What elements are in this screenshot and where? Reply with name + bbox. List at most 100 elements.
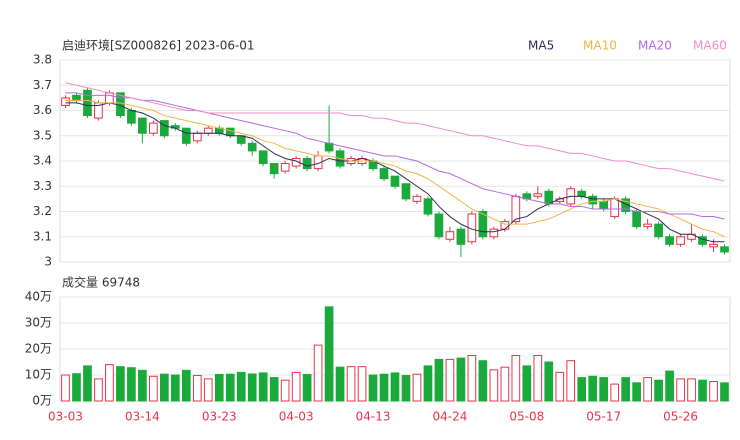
volume-bar [544,361,554,402]
y-tick-label: 20万 [25,342,52,356]
y-tick-label: 3.1 [33,229,52,243]
volume-bar [324,306,334,402]
volume-bar [214,373,224,402]
candle-body [192,132,202,142]
volume-bar [555,371,565,402]
candle-body [577,190,587,197]
candle-body [390,175,400,187]
y-tick-label: 3.8 [33,53,52,67]
candle-body [511,195,521,223]
candle-body [138,117,147,134]
volume-bar [346,366,356,402]
volume-bar [610,383,620,402]
volume-title: 成交量 69748 [62,275,140,290]
volume-bar [236,371,246,402]
volume-bar [247,373,257,402]
volume-bar [643,377,652,402]
candle-body [258,150,268,165]
volume-bar [445,358,455,402]
volume-bar [302,373,312,402]
y-tick-label: 3.3 [33,179,52,193]
volume-bar [687,378,696,402]
volume-bar [181,369,191,402]
candle-body [478,211,488,238]
volume-bar [149,375,158,402]
y-tick-label: 3 [44,255,52,269]
volume-bar [698,379,707,402]
ma-line [65,92,725,220]
volume-bar [533,355,543,402]
candle-body [401,183,411,200]
legend-label: MA10 [583,39,617,53]
volume-bar [170,374,180,402]
y-tick-label: 0万 [32,394,52,408]
ma-line [65,99,725,238]
volume-bar [258,372,268,402]
candle-body [720,246,729,253]
volume-bar [467,355,477,402]
candle-body [83,89,92,117]
candle-body [72,94,81,101]
y-tick-label: 3.2 [33,204,52,218]
candle-body [379,168,389,180]
y-tick-label: 3.7 [33,78,52,92]
ma-line [65,82,725,182]
volume-bar [489,369,499,402]
candle-body [588,195,598,205]
volume-bar [61,374,70,402]
legend-label: MA60 [693,39,727,53]
volume-bar [423,365,433,402]
volume-bar [500,366,510,402]
candle-body [489,228,499,238]
volume-bar [203,378,213,402]
x-tick-label: 05-26 [663,410,698,424]
x-tick-label: 04-03 [279,410,314,424]
volume-bar [665,370,674,402]
volume-bar [522,365,532,402]
volume-bar [225,373,235,402]
candle-body [544,190,554,205]
candle-body [302,157,312,170]
y-tick-label: 3.6 [33,103,52,117]
volume-bar [478,360,488,402]
y-tick-label: 30万 [25,316,52,330]
candle-body [247,142,257,152]
candle-body [160,120,169,137]
volume-bar [401,375,411,402]
candle-body [676,236,685,245]
volume-bar [577,377,587,402]
volume-bar [269,377,279,402]
candle-body [324,142,334,152]
volume-bar [116,366,125,402]
candle-body [709,243,718,248]
x-tick-label: 05-08 [509,410,544,424]
volume-bar [313,344,323,402]
x-tick-label: 03-03 [48,410,83,424]
candle-body [423,198,433,215]
x-tick-label: 03-23 [202,410,237,424]
x-tick-label: 04-13 [356,410,391,424]
y-tick-label: 40万 [25,290,52,304]
candle-body [445,231,455,240]
candle-body [61,97,70,106]
volume-bar [566,360,576,402]
candle-body [203,127,213,134]
volume-bar [654,379,663,402]
volume-bar [511,355,521,402]
legend-label: MA5 [528,39,554,53]
candle-body [105,92,114,104]
volume-bar [676,378,685,402]
y-tick-label: 3.5 [33,128,52,142]
candle-body [269,163,279,175]
candle-body [533,193,543,197]
candle-body [236,135,246,144]
volume-bar [160,373,169,402]
candle-body [665,236,674,245]
volume-bar [138,369,147,402]
x-tick-label: 04-24 [432,410,467,424]
chart-title: 启迪环境[SZ000826] 2023-06-01 [62,38,255,53]
candle-body [643,223,652,228]
volume-bar [720,382,729,402]
volume-bar [390,372,400,402]
